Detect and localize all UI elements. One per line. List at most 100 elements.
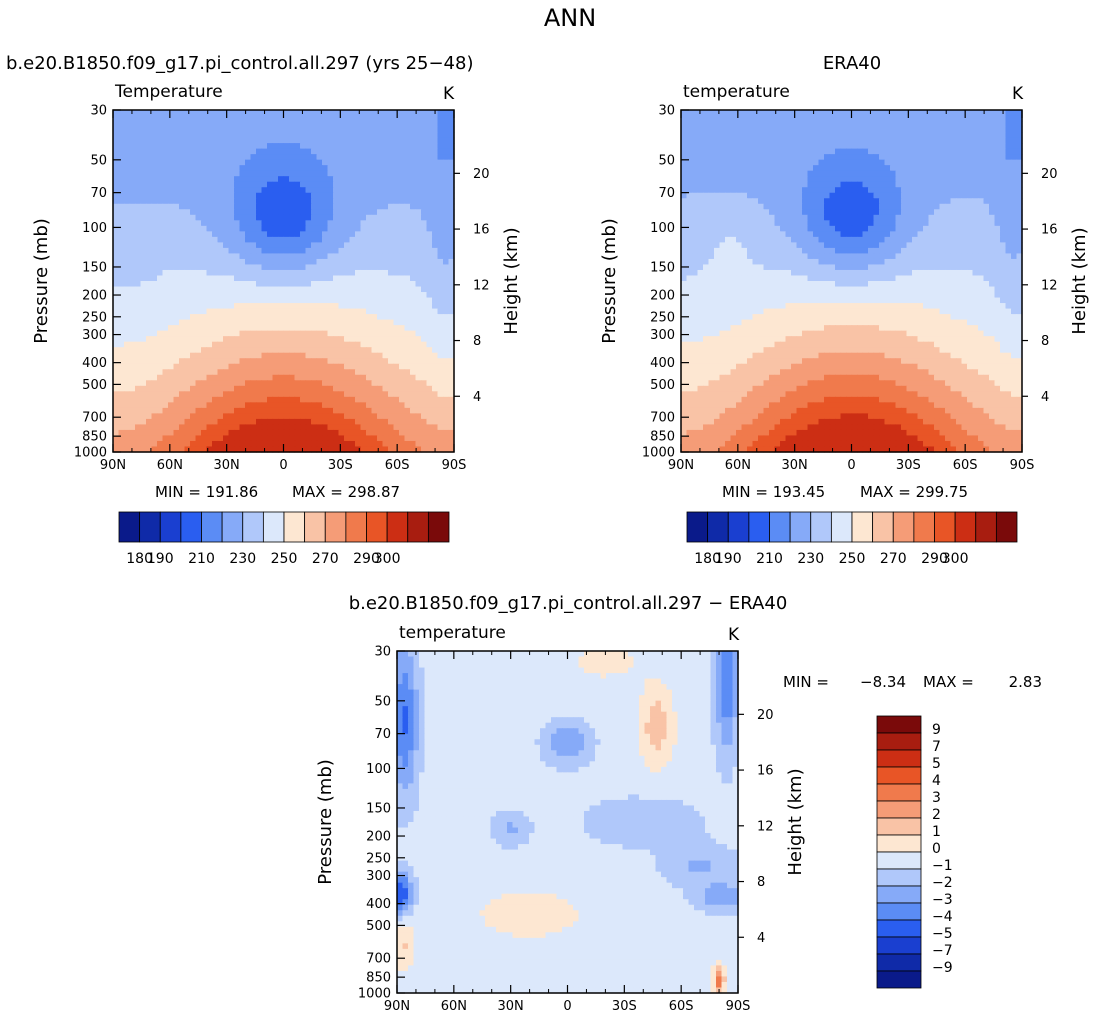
heatmap-cell xyxy=(355,424,362,431)
heatmap-cell xyxy=(212,231,219,238)
heatmap-cell xyxy=(162,391,169,398)
heatmap-cell xyxy=(195,198,202,205)
heatmap-cell xyxy=(234,380,241,387)
heatmap-cell xyxy=(146,143,153,150)
heatmap-cell xyxy=(344,325,351,332)
heatmap-cell xyxy=(333,369,340,376)
heatmap-cell xyxy=(173,187,180,194)
heatmap-cell xyxy=(752,110,759,117)
heatmap-cell xyxy=(426,247,433,255)
heatmap-cell xyxy=(151,325,158,332)
heatmap-cell xyxy=(206,264,213,271)
heatmap-cell xyxy=(217,214,224,221)
panel1-pressure-tick-label: 150 xyxy=(82,260,107,275)
heatmap-cell xyxy=(162,258,169,266)
heatmap-cell xyxy=(437,281,444,288)
heatmap-cell xyxy=(124,413,131,420)
heatmap-cell xyxy=(283,418,290,426)
heatmap-cell xyxy=(344,358,351,365)
heatmap-cell xyxy=(327,231,334,238)
heatmap-cell xyxy=(366,187,373,194)
heatmap-cell xyxy=(212,137,219,144)
heatmap-cell xyxy=(327,363,334,370)
heatmap-cell xyxy=(300,286,307,293)
heatmap-cell xyxy=(912,154,919,161)
heatmap-cell xyxy=(267,374,274,381)
heatmap-cell xyxy=(146,132,153,139)
heatmap-cell xyxy=(840,187,847,194)
heatmap-cell xyxy=(239,176,246,183)
heatmap-cell xyxy=(135,253,142,260)
heatmap-cell xyxy=(736,121,743,128)
heatmap-cell xyxy=(426,137,433,144)
heatmap-cell xyxy=(862,170,869,177)
heatmap-cell xyxy=(184,369,191,376)
heatmap-cell xyxy=(338,297,345,304)
heatmap-cell xyxy=(333,176,340,183)
heatmap-cell xyxy=(448,192,455,199)
heatmap-cell xyxy=(1011,137,1018,144)
heatmap-cell xyxy=(758,165,765,172)
heatmap-cell xyxy=(399,286,406,293)
heatmap-cell xyxy=(818,181,825,188)
heatmap-cell xyxy=(327,391,334,398)
heatmap-cell xyxy=(294,413,301,420)
panel1-x-tick-label: 0 xyxy=(279,458,287,473)
heatmap-cell xyxy=(289,281,296,288)
heatmap-cell xyxy=(190,137,197,144)
heatmap-cell xyxy=(245,258,252,266)
heatmap-cell xyxy=(824,159,831,166)
heatmap-cell xyxy=(179,347,186,354)
heatmap-cell xyxy=(719,170,726,177)
heatmap-cell xyxy=(184,247,191,255)
heatmap-cell xyxy=(415,258,422,266)
heatmap-cell xyxy=(135,203,142,210)
heatmap-cell xyxy=(250,330,257,337)
heatmap-cell xyxy=(802,159,809,166)
heatmap-cell xyxy=(146,269,153,277)
heatmap-cell xyxy=(250,308,257,315)
heatmap-cell xyxy=(448,115,455,122)
heatmap-cell xyxy=(338,380,345,387)
heatmap-cell xyxy=(983,143,990,150)
heatmap-cell xyxy=(140,264,147,271)
heatmap-cell xyxy=(692,181,699,188)
heatmap-cell xyxy=(250,225,257,232)
heatmap-cell xyxy=(168,148,175,155)
heatmap-cell xyxy=(124,341,131,348)
heatmap-cell xyxy=(113,203,120,210)
heatmap-cell xyxy=(316,286,323,293)
heatmap-cell xyxy=(404,121,411,128)
heatmap-cell xyxy=(184,170,191,177)
heatmap-cell xyxy=(157,110,164,117)
heatmap-cell xyxy=(410,319,417,326)
heatmap-cell xyxy=(184,110,191,117)
heatmap-cell xyxy=(333,115,340,122)
heatmap-cell xyxy=(934,132,941,139)
heatmap-cell xyxy=(448,336,455,343)
heatmap-cell xyxy=(135,363,142,370)
heatmap-cell xyxy=(195,286,202,293)
heatmap-cell xyxy=(791,192,798,199)
heatmap-cell xyxy=(736,148,743,155)
heatmap-cell xyxy=(217,225,224,232)
heatmap-cell xyxy=(113,269,120,277)
heatmap-cell xyxy=(146,253,153,260)
heatmap-cell xyxy=(245,269,252,277)
heatmap-cell xyxy=(135,121,142,128)
heatmap-cell xyxy=(443,352,450,359)
heatmap-cell xyxy=(135,413,142,420)
heatmap-cell xyxy=(956,148,963,155)
heatmap-cell xyxy=(846,187,853,194)
heatmap-cell xyxy=(421,374,428,381)
heatmap-cell xyxy=(377,402,384,409)
heatmap-cell xyxy=(758,154,765,161)
heatmap-cell xyxy=(206,347,213,354)
heatmap-cell xyxy=(1000,132,1007,139)
heatmap-cell xyxy=(333,374,340,381)
heatmap-cell xyxy=(366,253,373,260)
heatmap-cell xyxy=(377,297,384,304)
heatmap-cell xyxy=(157,435,164,442)
heatmap-cell xyxy=(267,209,274,216)
heatmap-cell xyxy=(686,121,693,128)
